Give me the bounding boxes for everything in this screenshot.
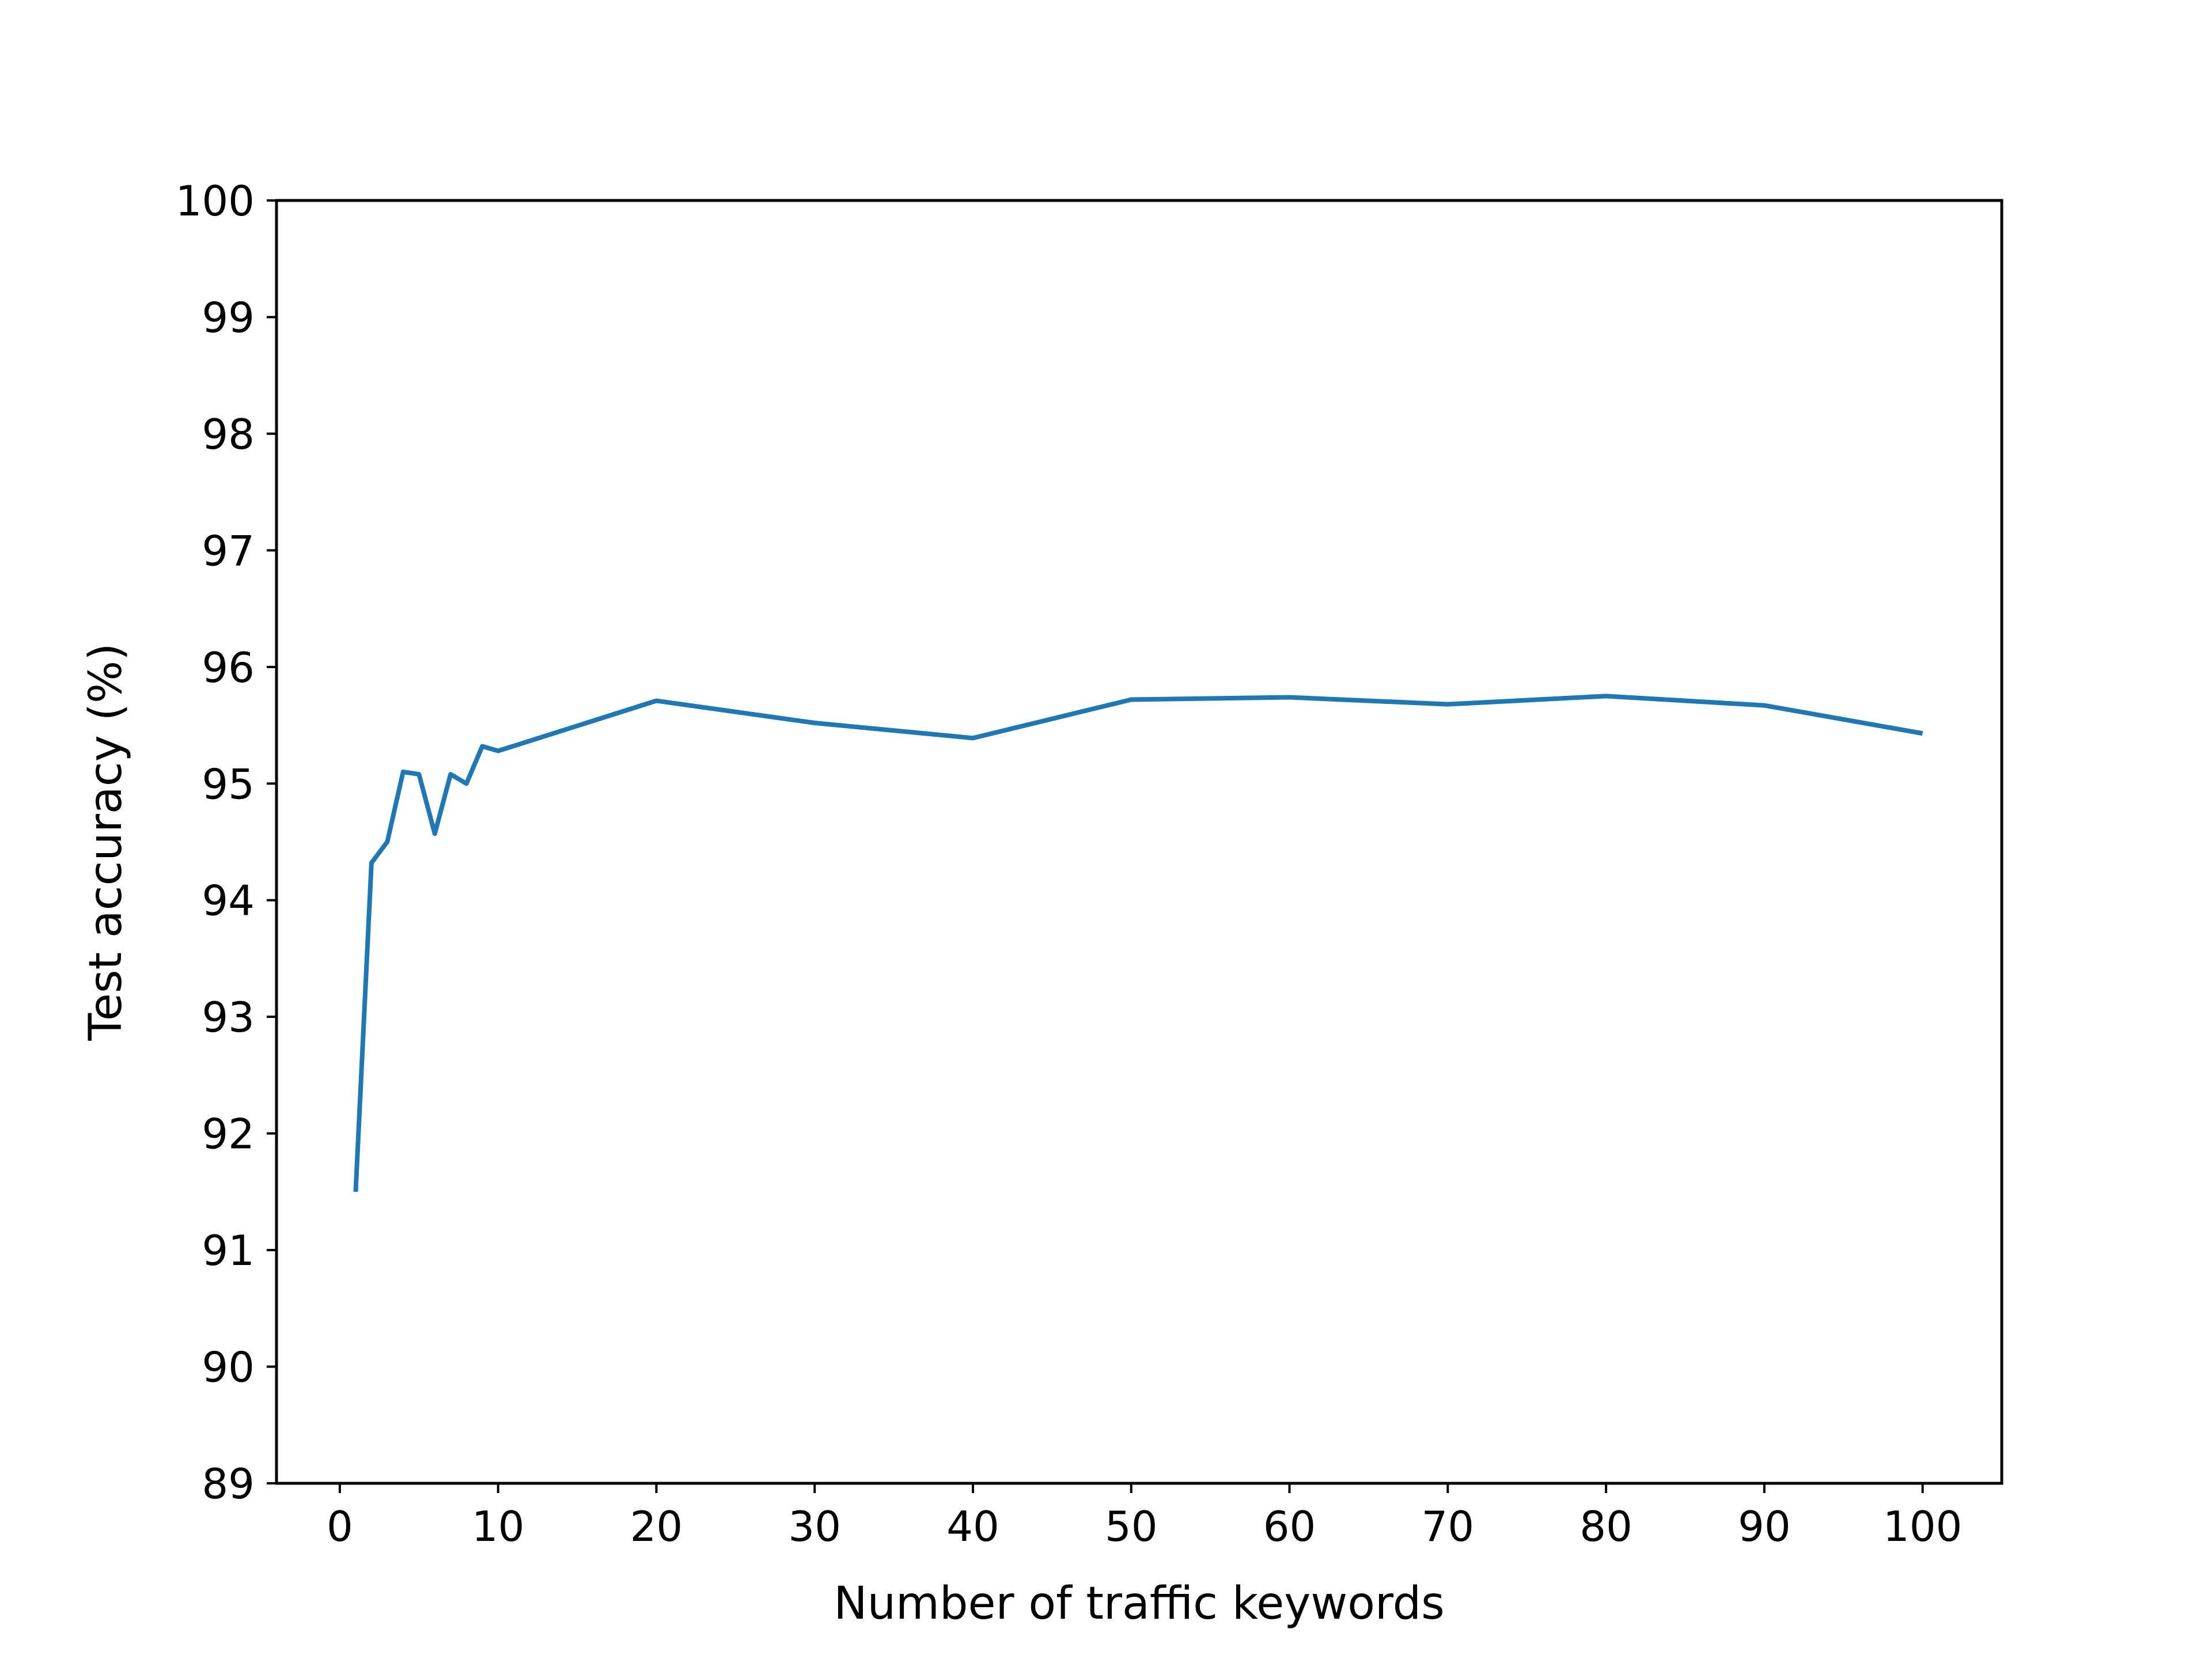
- x-tick-label: 10: [472, 1502, 525, 1551]
- x-tick-label: 70: [1421, 1502, 1474, 1551]
- y-tick-label: 96: [202, 643, 255, 692]
- y-tick-label: 94: [202, 877, 255, 925]
- y-tick-label: 98: [202, 410, 255, 459]
- y-tick-label: 95: [202, 760, 255, 808]
- x-tick-label: 0: [327, 1502, 353, 1551]
- y-tick-label: 97: [202, 527, 255, 575]
- x-tick-label: 50: [1105, 1502, 1158, 1551]
- x-axis: 0 10 20 30 40 50 60 70 80 90 100: [327, 1483, 1962, 1551]
- y-tick-label: 92: [202, 1110, 255, 1158]
- y-tick-label: 99: [202, 293, 255, 342]
- y-tick-label: 93: [202, 993, 255, 1041]
- y-axis: 89 90 91 92 93 94 95 96 97 98 99 100: [176, 177, 276, 1508]
- x-tick-label: 80: [1580, 1502, 1633, 1551]
- x-tick-label: 20: [630, 1502, 683, 1551]
- y-tick-label: 89: [202, 1460, 255, 1508]
- x-tick-label: 90: [1738, 1502, 1791, 1551]
- y-tick-label: 91: [202, 1226, 255, 1275]
- x-tick-label: 60: [1263, 1502, 1316, 1551]
- plot-frame: [275, 199, 2003, 1485]
- x-tick-label: 30: [788, 1502, 841, 1551]
- x-tick-label: 100: [1883, 1502, 1962, 1551]
- y-tick-label: 100: [176, 177, 255, 225]
- y-axis-label: Test accuracy (%): [80, 643, 132, 1041]
- y-tick-label: 90: [202, 1343, 255, 1392]
- x-axis-label: Number of traffic keywords: [834, 1578, 1445, 1630]
- x-tick-label: 40: [946, 1502, 999, 1551]
- series-layer: [353, 694, 1923, 1192]
